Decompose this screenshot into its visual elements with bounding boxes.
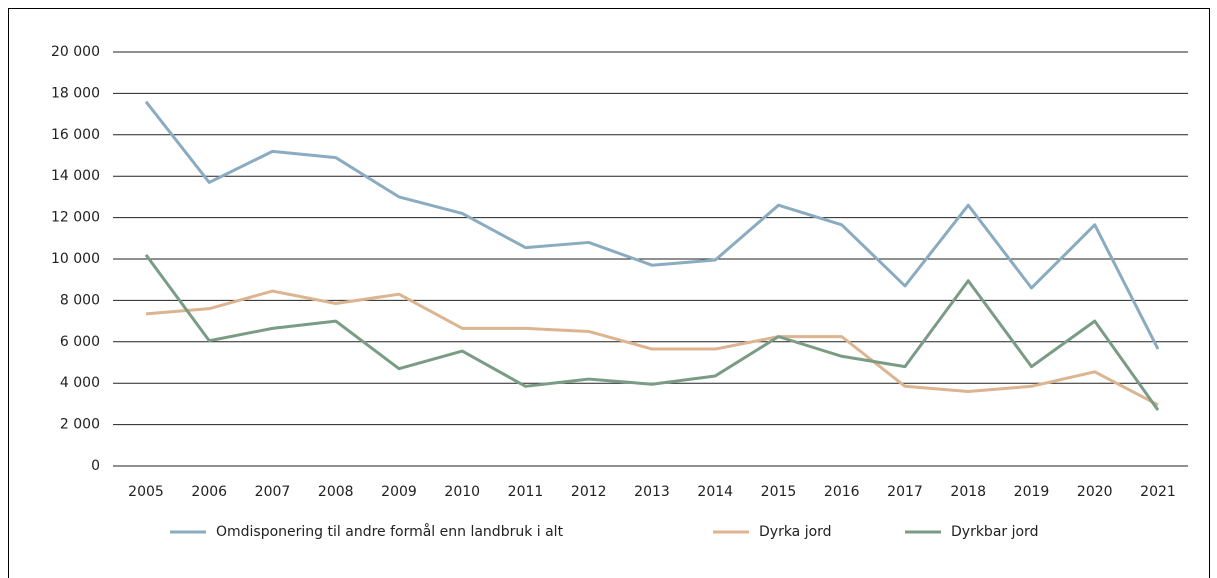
x-tick-label: 2010 (444, 484, 480, 500)
x-tick-label: 2021 (1140, 484, 1176, 500)
series-line (145, 289, 1159, 407)
y-tick-label: 12 000 (51, 210, 100, 226)
y-tick-label: 20 000 (51, 44, 100, 60)
y-tick-label: 18 000 (51, 85, 100, 101)
x-tick-label: 2011 (508, 484, 544, 500)
y-tick-label: 0 (91, 458, 100, 474)
frame (8, 8, 1210, 578)
y-tick-label: 10 000 (51, 251, 100, 267)
legend-label: Omdisponering til andre formål enn landb… (216, 523, 564, 540)
x-tick-label: 2012 (571, 484, 607, 500)
x-tick-label: 2005 (128, 484, 164, 500)
x-tick-label: 2015 (761, 484, 797, 500)
x-tick-label: 2017 (887, 484, 923, 500)
x-tick-label: 2020 (1077, 484, 1113, 500)
x-tick-label: 2007 (255, 484, 291, 500)
legend-label: Dyrkbar jord (951, 524, 1038, 540)
y-tick-label: 16 000 (51, 127, 100, 143)
y-tick-label: 14 000 (51, 168, 100, 184)
x-tick-label: 2006 (191, 484, 227, 500)
legend-label: Dyrka jord (759, 524, 832, 540)
x-tick-label: 2018 (950, 484, 986, 500)
x-tick-label: 2019 (1014, 484, 1050, 500)
y-tick-label: 6 000 (60, 334, 100, 350)
y-tick-label: 8 000 (60, 292, 100, 308)
y-tick-label: 2 000 (60, 417, 100, 433)
x-tick-label: 2009 (381, 484, 417, 500)
y-tick-label: 4 000 (60, 375, 100, 391)
x-tick-label: 2016 (824, 484, 860, 500)
x-tick-label: 2014 (697, 484, 733, 500)
x-tick-label: 2013 (634, 484, 670, 500)
series-line (144, 100, 1160, 350)
series-line (144, 253, 1160, 411)
x-tick-label: 2008 (318, 484, 354, 500)
